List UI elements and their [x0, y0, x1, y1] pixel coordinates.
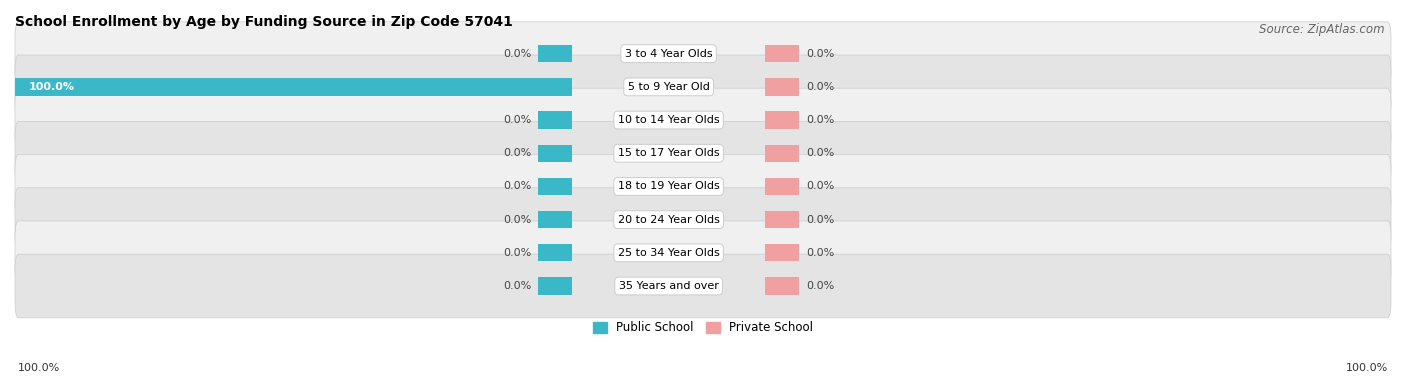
- Text: 10 to 14 Year Olds: 10 to 14 Year Olds: [617, 115, 720, 125]
- FancyBboxPatch shape: [15, 121, 1391, 185]
- Text: 18 to 19 Year Olds: 18 to 19 Year Olds: [617, 181, 720, 192]
- Bar: [538, 45, 572, 62]
- FancyBboxPatch shape: [15, 254, 1391, 318]
- Text: 0.0%: 0.0%: [806, 281, 834, 291]
- Bar: [538, 211, 572, 228]
- Text: 0.0%: 0.0%: [503, 181, 531, 192]
- Bar: [765, 211, 800, 228]
- Legend: Public School, Private School: Public School, Private School: [588, 317, 818, 339]
- Text: 0.0%: 0.0%: [806, 181, 834, 192]
- Text: 0.0%: 0.0%: [806, 215, 834, 225]
- Text: 5 to 9 Year Old: 5 to 9 Year Old: [627, 82, 710, 92]
- Text: 100.0%: 100.0%: [18, 363, 60, 373]
- Text: 0.0%: 0.0%: [503, 281, 531, 291]
- Bar: [538, 145, 572, 162]
- Text: 3 to 4 Year Olds: 3 to 4 Year Olds: [624, 49, 713, 59]
- Text: 0.0%: 0.0%: [503, 148, 531, 158]
- Bar: [538, 112, 572, 129]
- FancyBboxPatch shape: [15, 221, 1391, 285]
- Bar: [765, 145, 800, 162]
- Bar: [765, 178, 800, 195]
- Text: 100.0%: 100.0%: [28, 82, 75, 92]
- Text: 0.0%: 0.0%: [503, 49, 531, 59]
- Bar: [765, 112, 800, 129]
- FancyBboxPatch shape: [15, 88, 1391, 152]
- Text: 0.0%: 0.0%: [806, 115, 834, 125]
- Text: 0.0%: 0.0%: [806, 82, 834, 92]
- Bar: [538, 178, 572, 195]
- Text: 35 Years and over: 35 Years and over: [619, 281, 718, 291]
- Text: 25 to 34 Year Olds: 25 to 34 Year Olds: [617, 248, 720, 258]
- FancyBboxPatch shape: [15, 188, 1391, 251]
- FancyBboxPatch shape: [15, 22, 1391, 86]
- Text: Source: ZipAtlas.com: Source: ZipAtlas.com: [1260, 23, 1385, 35]
- Text: 0.0%: 0.0%: [806, 148, 834, 158]
- Text: 0.0%: 0.0%: [503, 248, 531, 258]
- Bar: [765, 78, 800, 95]
- Bar: [765, 244, 800, 262]
- Text: 0.0%: 0.0%: [806, 248, 834, 258]
- Text: 20 to 24 Year Olds: 20 to 24 Year Olds: [617, 215, 720, 225]
- Text: 0.0%: 0.0%: [503, 215, 531, 225]
- Bar: [765, 45, 800, 62]
- Bar: [15, 78, 572, 95]
- Text: 100.0%: 100.0%: [1346, 363, 1388, 373]
- Bar: [538, 277, 572, 295]
- Bar: [765, 277, 800, 295]
- Bar: [538, 244, 572, 262]
- Text: School Enrollment by Age by Funding Source in Zip Code 57041: School Enrollment by Age by Funding Sour…: [15, 15, 513, 29]
- FancyBboxPatch shape: [15, 55, 1391, 119]
- Text: 15 to 17 Year Olds: 15 to 17 Year Olds: [617, 148, 720, 158]
- Text: 0.0%: 0.0%: [503, 115, 531, 125]
- Text: 0.0%: 0.0%: [806, 49, 834, 59]
- FancyBboxPatch shape: [15, 155, 1391, 218]
